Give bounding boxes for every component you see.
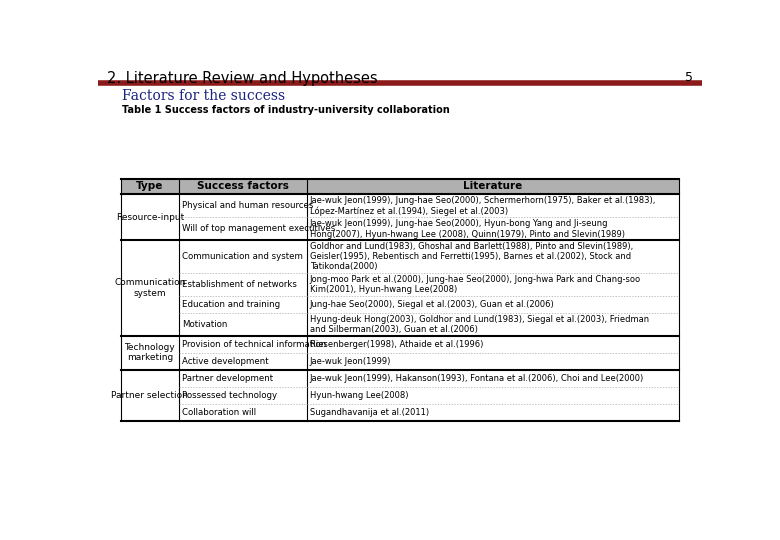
Text: Jong-moo Park et al.(2000), Jung-hae Seo(2000), Jong-hwa Park and Chang-soo
Kim(: Jong-moo Park et al.(2000), Jung-hae Seo…: [310, 274, 641, 294]
Text: Jung-hae Seo(2000), Siegal et al.(2003), Guan et al.(2006): Jung-hae Seo(2000), Siegal et al.(2003),…: [310, 300, 555, 309]
Text: Jae-wuk Jeon(1999), Hakanson(1993), Fontana et al.(2006), Choi and Lee(2000): Jae-wuk Jeon(1999), Hakanson(1993), Font…: [310, 374, 644, 383]
Text: Hyun-hwang Lee(2008): Hyun-hwang Lee(2008): [310, 390, 409, 400]
Text: Physical and human resources: Physical and human resources: [182, 201, 314, 210]
Text: Education and training: Education and training: [182, 300, 280, 309]
Text: Technology
marketing: Technology marketing: [125, 343, 176, 362]
Text: Possessed technology: Possessed technology: [182, 390, 277, 400]
Text: Goldhor and Lund(1983), Ghoshal and Barlett(1988), Pinto and Slevin(1989),
Geisl: Goldhor and Lund(1983), Ghoshal and Barl…: [310, 241, 633, 272]
Text: Establishment of networks: Establishment of networks: [182, 280, 297, 289]
Text: Jae-wuk Jeon(1999), Jung-hae Seo(2000), Hyun-bong Yang and Ji-seung
Hong(2007), : Jae-wuk Jeon(1999), Jung-hae Seo(2000), …: [310, 219, 625, 239]
Text: Motivation: Motivation: [182, 320, 227, 329]
Text: Jae-wuk Jeon(1999), Jung-hae Seo(2000), Schermerhorn(1975), Baker et al.(1983),
: Jae-wuk Jeon(1999), Jung-hae Seo(2000), …: [310, 195, 656, 215]
Text: Sugandhavanija et al.(2011): Sugandhavanija et al.(2011): [310, 408, 429, 416]
Text: Active development: Active development: [182, 357, 268, 366]
Text: Provision of technical information: Provision of technical information: [182, 340, 326, 349]
Text: Success factors: Success factors: [197, 181, 289, 192]
Text: Will of top management executives: Will of top management executives: [182, 224, 335, 233]
Text: 5: 5: [685, 71, 693, 84]
Text: Literature: Literature: [463, 181, 523, 192]
Text: Resource-input: Resource-input: [115, 213, 184, 222]
Text: Collaboration will: Collaboration will: [182, 408, 256, 416]
Text: Partner development: Partner development: [182, 374, 273, 383]
Text: Riesenberger(1998), Athaide et al.(1996): Riesenberger(1998), Athaide et al.(1996): [310, 340, 484, 349]
Text: Communication and system: Communication and system: [182, 252, 303, 261]
Text: Factors for the success: Factors for the success: [122, 90, 285, 104]
Text: Hyung-deuk Hong(2003), Goldhor and Lund(1983), Siegal et al.(2003), Friedman
and: Hyung-deuk Hong(2003), Goldhor and Lund(…: [310, 315, 649, 334]
Text: Type: Type: [136, 181, 164, 192]
Bar: [121, 179, 679, 194]
Text: Partner selection: Partner selection: [112, 390, 188, 400]
Text: Communication
system: Communication system: [114, 279, 186, 298]
Text: 2. Literature Review and Hypotheses: 2. Literature Review and Hypotheses: [107, 71, 378, 86]
Text: Table 1 Success factors of industry-university collaboration: Table 1 Success factors of industry-univ…: [122, 105, 450, 115]
Text: Jae-wuk Jeon(1999): Jae-wuk Jeon(1999): [310, 357, 392, 366]
